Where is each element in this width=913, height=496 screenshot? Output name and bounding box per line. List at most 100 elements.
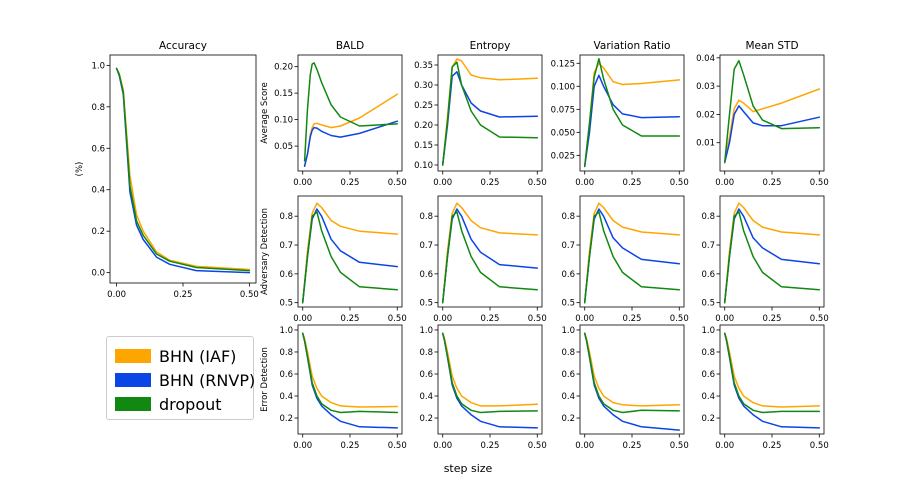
axes-frame bbox=[109, 54, 257, 284]
x-tick-label: 0.00 bbox=[575, 178, 594, 188]
panel-entropy-adversary: 0.00 0.25 0.50 0.5 0.6 0.7 0.8 bbox=[419, 195, 547, 324]
panel-bald-score: 0.00 0.25 0.50 0.05 0.10 0.15 0.20 BALD Average … bbox=[260, 40, 407, 188]
x-tick-label: 0.00 bbox=[433, 178, 452, 188]
y-tick-label: 0.7 bbox=[279, 241, 293, 251]
x-tick-label: 0.25 bbox=[481, 314, 500, 324]
y-tick-label: 0.7 bbox=[561, 241, 575, 251]
x-tick-label: 0.50 bbox=[810, 178, 829, 188]
x-tick-label: 0.00 bbox=[715, 314, 734, 324]
series-line-iaf bbox=[115, 67, 251, 271]
y-axis-label: (%) bbox=[75, 162, 85, 177]
y-tick-label: 0.6 bbox=[419, 270, 433, 280]
y-tick-label: 0.10 bbox=[274, 116, 293, 126]
series-line-dropout bbox=[723, 332, 821, 414]
x-tick-label: 0.25 bbox=[623, 441, 642, 451]
series-line-rnvp bbox=[723, 332, 821, 429]
y-tick-label: 0.8 bbox=[701, 212, 715, 222]
x-axis-label-step-size: step size bbox=[444, 462, 493, 475]
series-group bbox=[723, 332, 821, 429]
x-tick-label: 0.00 bbox=[433, 441, 452, 451]
y-tick-label: 1.0 bbox=[701, 326, 715, 336]
axes-frame bbox=[297, 54, 403, 172]
x-tick-label: 0.25 bbox=[763, 314, 782, 324]
series-line-rnvp bbox=[301, 332, 399, 429]
x-tick-label: 0.25 bbox=[481, 441, 500, 451]
y-tick-label: 0.6 bbox=[561, 370, 575, 380]
series-group bbox=[441, 58, 539, 166]
panel-variation-ratio-adversary: 0.00 0.25 0.50 0.5 0.6 0.7 0.8 bbox=[561, 195, 689, 324]
y-tick-label: 0.4 bbox=[419, 392, 433, 402]
y-tick-label: 0.30 bbox=[414, 81, 433, 91]
series-line-dropout bbox=[583, 332, 681, 414]
axes-frame bbox=[719, 195, 825, 308]
panel-title: BALD bbox=[336, 40, 364, 52]
x-tick-label: 0.50 bbox=[388, 178, 407, 188]
x-tick-label: 0.00 bbox=[293, 178, 312, 188]
y-tick-label: 0.050 bbox=[551, 128, 575, 138]
y-tick-label: 0.2 bbox=[279, 414, 293, 424]
series-line-dropout bbox=[583, 57, 681, 168]
y-tick-label: 0.8 bbox=[91, 103, 105, 113]
y-axis-label: Adversary Detection bbox=[260, 208, 270, 295]
series-line-rnvp bbox=[115, 67, 251, 274]
series-line-dropout bbox=[301, 332, 399, 414]
x-tick-label: 0.25 bbox=[481, 178, 500, 188]
series-line-iaf bbox=[723, 88, 821, 164]
y-tick-label: 0.7 bbox=[701, 241, 715, 251]
y-tick-label: 0.0 bbox=[91, 269, 105, 279]
x-tick-label: 0.25 bbox=[341, 441, 360, 451]
series-group bbox=[303, 62, 399, 167]
y-tick-label: 0.05 bbox=[274, 142, 293, 152]
y-tick-label: 0.5 bbox=[561, 299, 575, 309]
series-group bbox=[723, 59, 821, 164]
axes-frame bbox=[437, 195, 543, 308]
y-tick-label: 0.6 bbox=[701, 270, 715, 280]
y-tick-label: 0.8 bbox=[701, 348, 715, 358]
y-tick-label: 0.8 bbox=[279, 212, 293, 222]
series-line-dropout bbox=[303, 62, 399, 162]
y-tick-label: 0.02 bbox=[696, 110, 715, 120]
y-tick-label: 1.0 bbox=[279, 326, 293, 336]
series-group bbox=[583, 332, 681, 431]
x-tick-label: 0.00 bbox=[715, 178, 734, 188]
series-group bbox=[583, 202, 681, 304]
y-tick-label: 0.6 bbox=[91, 144, 105, 154]
series-line-rnvp bbox=[441, 332, 539, 429]
y-tick-label: 0.6 bbox=[561, 270, 575, 280]
y-tick-label: 1.0 bbox=[561, 326, 575, 336]
series-group bbox=[723, 202, 821, 304]
x-tick-label: 0.50 bbox=[528, 178, 547, 188]
series-line-iaf bbox=[441, 202, 539, 304]
y-tick-label: 0.100 bbox=[551, 82, 575, 92]
series-line-iaf bbox=[303, 93, 399, 167]
panel-title: Entropy bbox=[470, 40, 511, 52]
legend-label-rnvp: BHN (RNVP) bbox=[159, 370, 256, 390]
y-tick-label: 0.5 bbox=[419, 299, 433, 309]
y-tick-label: 0.6 bbox=[279, 370, 293, 380]
series-group bbox=[115, 67, 251, 274]
x-tick-label: 0.00 bbox=[107, 290, 126, 300]
series-line-dropout bbox=[301, 211, 399, 304]
series-group bbox=[301, 332, 399, 429]
y-tick-label: 0.01 bbox=[696, 139, 715, 149]
x-tick-label: 0.50 bbox=[528, 314, 547, 324]
y-tick-label: 1.0 bbox=[419, 326, 433, 336]
x-tick-label: 0.50 bbox=[528, 441, 547, 451]
axes-frame bbox=[437, 54, 543, 172]
series-group bbox=[583, 57, 681, 168]
x-tick-label: 0.25 bbox=[341, 314, 360, 324]
x-tick-label: 0.50 bbox=[388, 314, 407, 324]
y-tick-label: 0.2 bbox=[91, 227, 105, 237]
y-tick-label: 0.5 bbox=[279, 299, 293, 309]
x-tick-label: 0.50 bbox=[670, 314, 689, 324]
y-tick-label: 0.35 bbox=[414, 61, 433, 71]
panel-variation-ratio-error: 0.00 0.25 0.50 0.2 0.4 0.6 0.8 1.0 bbox=[561, 324, 689, 451]
x-tick-label: 0.00 bbox=[575, 314, 594, 324]
x-tick-label: 0.00 bbox=[293, 441, 312, 451]
series-line-rnvp bbox=[441, 71, 539, 166]
series-line-dropout bbox=[583, 211, 681, 304]
y-tick-label: 0.4 bbox=[279, 392, 293, 402]
series-line-rnvp bbox=[583, 74, 681, 168]
y-tick-label: 0.2 bbox=[701, 414, 715, 424]
y-tick-label: 0.8 bbox=[419, 212, 433, 222]
